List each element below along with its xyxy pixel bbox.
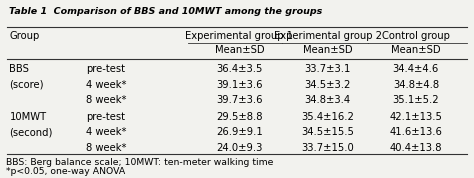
- Text: 34.5±3.2: 34.5±3.2: [304, 80, 351, 90]
- Text: Control group: Control group: [382, 31, 450, 41]
- Text: pre-test: pre-test: [86, 112, 125, 122]
- Text: 26.9±9.1: 26.9±9.1: [216, 127, 263, 137]
- Text: Table 1  Comparison of BBS and 10MWT among the groups: Table 1 Comparison of BBS and 10MWT amon…: [9, 7, 323, 16]
- Text: 34.8±4.8: 34.8±4.8: [393, 80, 439, 90]
- Text: 33.7±3.1: 33.7±3.1: [304, 64, 351, 74]
- Text: 34.4±4.6: 34.4±4.6: [393, 64, 439, 74]
- Text: Mean±SD: Mean±SD: [391, 45, 441, 55]
- Text: 40.4±13.8: 40.4±13.8: [390, 143, 442, 153]
- Text: BBS: Berg balance scale; 10MWT: ten-meter walking time: BBS: Berg balance scale; 10MWT: ten-mete…: [6, 158, 273, 167]
- Text: 35.1±5.2: 35.1±5.2: [392, 95, 439, 105]
- Text: 34.5±15.5: 34.5±15.5: [301, 127, 354, 137]
- Text: 33.7±15.0: 33.7±15.0: [301, 143, 354, 153]
- Text: BBS: BBS: [9, 64, 29, 74]
- Text: 34.8±3.4: 34.8±3.4: [304, 95, 351, 105]
- Text: 29.5±8.8: 29.5±8.8: [216, 112, 263, 122]
- Text: 39.7±3.6: 39.7±3.6: [216, 95, 263, 105]
- Text: Group: Group: [9, 31, 40, 41]
- Text: 24.0±9.3: 24.0±9.3: [216, 143, 263, 153]
- Text: 36.4±3.5: 36.4±3.5: [216, 64, 263, 74]
- Text: Experimental group 1: Experimental group 1: [185, 31, 293, 41]
- Text: 8 week*: 8 week*: [86, 95, 127, 105]
- Text: (score): (score): [9, 80, 44, 90]
- Text: Mean±SD: Mean±SD: [303, 45, 352, 55]
- Text: 10MWT: 10MWT: [9, 112, 46, 122]
- Text: (second): (second): [9, 127, 53, 137]
- Text: *p<0.05, one-way ANOVA: *p<0.05, one-way ANOVA: [6, 167, 125, 176]
- Text: Experimental group 2: Experimental group 2: [273, 31, 382, 41]
- Text: 35.4±16.2: 35.4±16.2: [301, 112, 354, 122]
- Text: Mean±SD: Mean±SD: [215, 45, 264, 55]
- Text: 39.1±3.6: 39.1±3.6: [216, 80, 263, 90]
- Text: 41.6±13.6: 41.6±13.6: [390, 127, 442, 137]
- Text: pre-test: pre-test: [86, 64, 125, 74]
- Text: 4 week*: 4 week*: [86, 127, 127, 137]
- Text: 42.1±13.5: 42.1±13.5: [390, 112, 442, 122]
- Text: 4 week*: 4 week*: [86, 80, 127, 90]
- Text: 8 week*: 8 week*: [86, 143, 127, 153]
